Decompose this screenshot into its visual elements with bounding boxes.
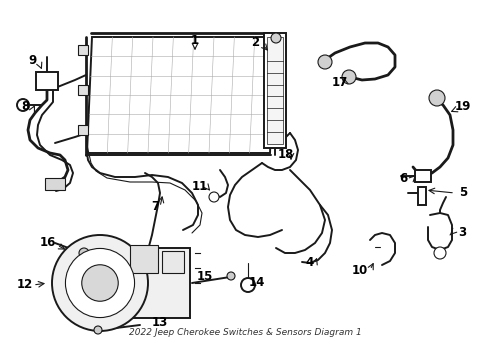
Circle shape	[82, 265, 118, 301]
Bar	[78, 45, 88, 55]
Text: 19: 19	[455, 100, 471, 113]
Text: 3: 3	[458, 226, 466, 239]
Text: 1: 1	[191, 33, 199, 46]
Text: 15: 15	[197, 270, 213, 284]
Circle shape	[434, 247, 446, 259]
Text: 10: 10	[352, 264, 368, 276]
Circle shape	[52, 235, 148, 331]
Circle shape	[318, 55, 332, 69]
Circle shape	[79, 248, 89, 258]
Text: 16: 16	[40, 237, 56, 249]
Text: 13: 13	[152, 316, 168, 329]
Text: 18: 18	[278, 148, 294, 162]
Bar	[267, 37, 283, 144]
Circle shape	[271, 33, 281, 43]
Circle shape	[342, 70, 356, 84]
Bar	[36, 72, 58, 90]
Text: 6: 6	[399, 171, 407, 184]
Circle shape	[429, 90, 445, 106]
Bar	[130, 245, 158, 273]
Text: 11: 11	[192, 180, 208, 194]
Bar	[78, 85, 88, 95]
Bar	[418, 187, 426, 205]
Text: 17: 17	[332, 77, 348, 90]
Circle shape	[17, 99, 29, 111]
Circle shape	[91, 270, 98, 278]
Text: 2022 Jeep Cherokee Switches & Sensors Diagram 1: 2022 Jeep Cherokee Switches & Sensors Di…	[129, 328, 362, 337]
Text: 7: 7	[151, 201, 159, 213]
Circle shape	[66, 248, 135, 318]
Circle shape	[209, 192, 219, 202]
Text: 5: 5	[459, 186, 467, 199]
Bar	[162, 251, 184, 273]
Bar	[78, 125, 88, 135]
Text: 14: 14	[249, 276, 265, 289]
Circle shape	[227, 272, 235, 280]
Circle shape	[241, 278, 255, 292]
Bar	[415, 170, 431, 182]
Circle shape	[91, 288, 98, 296]
Bar	[272, 120, 282, 130]
Text: 2: 2	[251, 36, 259, 49]
Bar	[272, 55, 282, 65]
Bar	[264, 33, 286, 148]
Bar	[45, 178, 65, 190]
Text: 8: 8	[21, 100, 29, 113]
Text: 4: 4	[306, 256, 314, 270]
Text: 12: 12	[17, 279, 33, 292]
Text: 9: 9	[28, 54, 36, 67]
Circle shape	[106, 279, 115, 287]
Circle shape	[94, 326, 102, 334]
Bar	[95, 248, 190, 318]
Polygon shape	[87, 37, 275, 153]
